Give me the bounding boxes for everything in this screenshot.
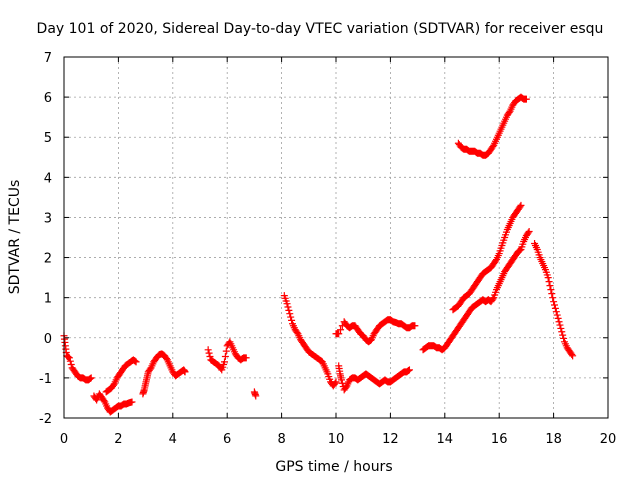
x-tick-label: 4	[169, 432, 177, 447]
y-axis-label: SDTVAR / TECUs	[7, 180, 23, 295]
y-tick-label: -1	[39, 372, 52, 387]
data-point	[206, 352, 214, 360]
data-point	[252, 392, 260, 400]
data-point	[551, 301, 559, 309]
data-point	[555, 318, 563, 326]
data-point	[547, 286, 555, 294]
data-point	[222, 347, 230, 355]
grid	[64, 57, 608, 418]
data-point	[128, 398, 136, 406]
data-point	[221, 352, 229, 360]
x-tick-label: 14	[437, 432, 454, 447]
chart-title: Day 101 of 2020, Sidereal Day-to-day VTE…	[37, 21, 604, 37]
data-point	[549, 294, 557, 302]
data-point	[524, 229, 532, 237]
data-point	[332, 378, 340, 386]
data-point	[568, 350, 576, 358]
data-point	[65, 353, 73, 361]
x-tick-label: 16	[491, 432, 508, 447]
y-tick-label: -2	[39, 412, 52, 427]
data-point	[67, 361, 75, 369]
y-tick-label: 2	[44, 252, 52, 267]
data-point	[560, 334, 568, 342]
data-point	[131, 357, 139, 365]
data-point	[285, 306, 293, 314]
x-tick-label: 2	[114, 432, 122, 447]
data-point	[204, 346, 212, 354]
data-point	[548, 290, 556, 298]
x-axis-label: GPS time / hours	[275, 459, 392, 475]
data-point	[87, 374, 95, 382]
data-point	[181, 368, 189, 376]
data-point	[559, 331, 567, 339]
data-point	[546, 282, 554, 290]
data-point	[86, 375, 94, 383]
data-point	[552, 308, 560, 316]
data-point	[337, 326, 345, 334]
data-point	[335, 330, 343, 338]
x-tick-label: 0	[60, 432, 68, 447]
y-tick-label: 7	[44, 51, 52, 66]
data-point	[545, 278, 553, 286]
data-point	[287, 313, 295, 321]
data-point	[544, 274, 552, 282]
data-point	[288, 316, 296, 324]
data-point	[516, 203, 524, 211]
data-point	[489, 295, 497, 303]
data-point	[331, 379, 339, 387]
data-point	[65, 354, 73, 362]
data-point	[66, 357, 74, 365]
x-tick-label: 12	[382, 432, 399, 447]
data-point	[554, 314, 562, 322]
y-tick-label: 0	[44, 332, 52, 347]
data-point	[558, 328, 566, 336]
y-tick-label: 6	[44, 91, 52, 106]
x-tick-label: 10	[328, 432, 345, 447]
data-point	[411, 322, 419, 330]
data-point	[522, 95, 530, 103]
data-point	[338, 379, 346, 387]
data-point	[405, 366, 413, 374]
x-tick-label: 18	[545, 432, 562, 447]
data-point	[405, 367, 413, 375]
data-point	[284, 303, 292, 311]
x-tick-label: 8	[277, 432, 285, 447]
data-point	[286, 310, 294, 318]
x-tick-label: 6	[223, 432, 231, 447]
data-point	[205, 349, 213, 357]
data-points	[60, 93, 577, 416]
data-point	[220, 358, 228, 366]
plot-frame	[63, 56, 609, 419]
data-point	[132, 358, 140, 366]
data-point	[569, 352, 577, 360]
data-point	[517, 201, 525, 209]
x-tick-label: 20	[600, 432, 617, 447]
data-point	[550, 298, 558, 306]
data-point	[525, 227, 533, 235]
data-point	[242, 354, 250, 362]
data-point	[283, 300, 291, 308]
y-tick-label: 5	[44, 131, 52, 146]
y-tick-label: 1	[44, 292, 52, 307]
y-tick-label: 3	[44, 211, 52, 226]
data-point	[556, 321, 564, 329]
data-point	[551, 304, 559, 312]
data-point	[553, 311, 561, 319]
y-tick-label: 4	[44, 171, 52, 186]
data-point	[337, 376, 345, 384]
data-point	[557, 324, 565, 332]
